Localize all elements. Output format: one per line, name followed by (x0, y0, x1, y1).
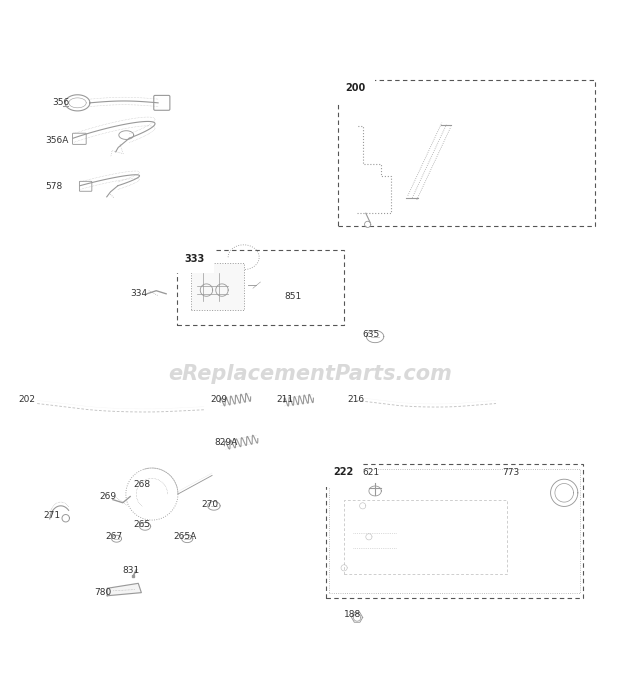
Text: 578: 578 (45, 182, 63, 191)
Text: 829A: 829A (214, 438, 237, 447)
Text: eReplacementParts.com: eReplacementParts.com (168, 365, 452, 385)
Text: 265: 265 (133, 520, 151, 529)
Text: 831: 831 (122, 566, 140, 575)
Text: 265A: 265A (174, 532, 197, 541)
Bar (177, 250, 344, 325)
Text: 356A: 356A (45, 136, 69, 145)
Polygon shape (107, 584, 141, 596)
Text: 356: 356 (53, 98, 70, 107)
Text: 200: 200 (345, 83, 366, 93)
Text: 334: 334 (130, 289, 148, 298)
Text: 188: 188 (344, 610, 361, 619)
Bar (191, 263, 244, 310)
Text: 773: 773 (502, 468, 520, 477)
Text: 222: 222 (333, 467, 353, 477)
Text: 270: 270 (202, 500, 219, 509)
Text: 271: 271 (43, 511, 61, 520)
Text: 209: 209 (211, 395, 228, 404)
Text: 216: 216 (347, 395, 365, 404)
Text: 780: 780 (94, 588, 112, 597)
Text: 621: 621 (363, 468, 380, 477)
Text: 851: 851 (284, 292, 301, 301)
Text: 202: 202 (19, 395, 35, 404)
Text: 635: 635 (363, 330, 380, 339)
Text: 333: 333 (184, 254, 205, 263)
Text: 267: 267 (105, 532, 123, 541)
Bar (326, 464, 583, 597)
Text: 269: 269 (99, 492, 117, 501)
Text: 211: 211 (276, 395, 293, 404)
Text: 268: 268 (133, 480, 151, 489)
Bar (338, 80, 595, 226)
